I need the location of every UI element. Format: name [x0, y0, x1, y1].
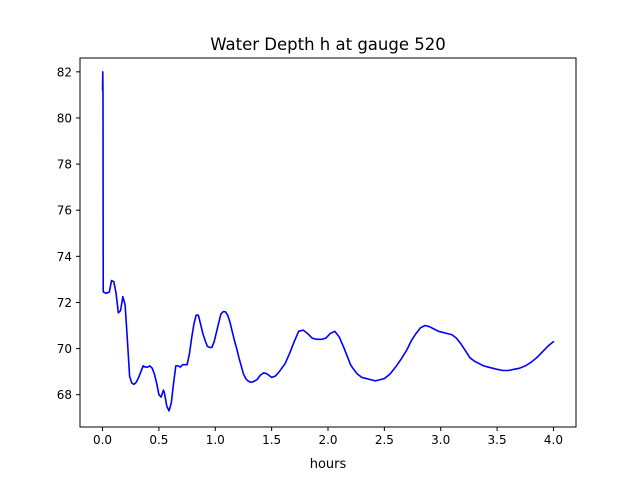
y-tick-label: 78 [57, 158, 72, 172]
y-tick-label: 82 [57, 65, 72, 79]
x-tick-label: 0.5 [149, 433, 168, 447]
x-tick-label: 2.5 [375, 433, 394, 447]
axes: 0.0 0.5 1.0 1.5 2.0 2.5 3.0 3.5 4.0 68 70 72 74 76 78 8… [57, 65, 563, 447]
y-tick-label: 74 [57, 250, 72, 264]
y-tick-label: 68 [57, 388, 72, 402]
y-tick-label: 70 [57, 342, 72, 356]
x-tick-label: 2.0 [318, 433, 337, 447]
x-axis-label: hours [310, 457, 347, 472]
x-tick-label: 3.0 [431, 433, 450, 447]
plot-area [101, 71, 555, 412]
x-tick-label: 1.5 [262, 433, 281, 447]
x-tick-label: 0.0 [93, 433, 112, 447]
chart-title: Water Depth h at gauge 520 [210, 35, 445, 54]
x-tick-label: 4.0 [544, 433, 563, 447]
x-tick-label: 1.0 [206, 433, 225, 447]
y-tick-label: 72 [57, 296, 72, 310]
series-line [101, 71, 555, 412]
y-tick-label: 76 [57, 204, 72, 218]
x-tick-label: 3.5 [488, 433, 507, 447]
y-tick-label: 80 [57, 111, 72, 125]
axes-frame [79, 57, 577, 428]
